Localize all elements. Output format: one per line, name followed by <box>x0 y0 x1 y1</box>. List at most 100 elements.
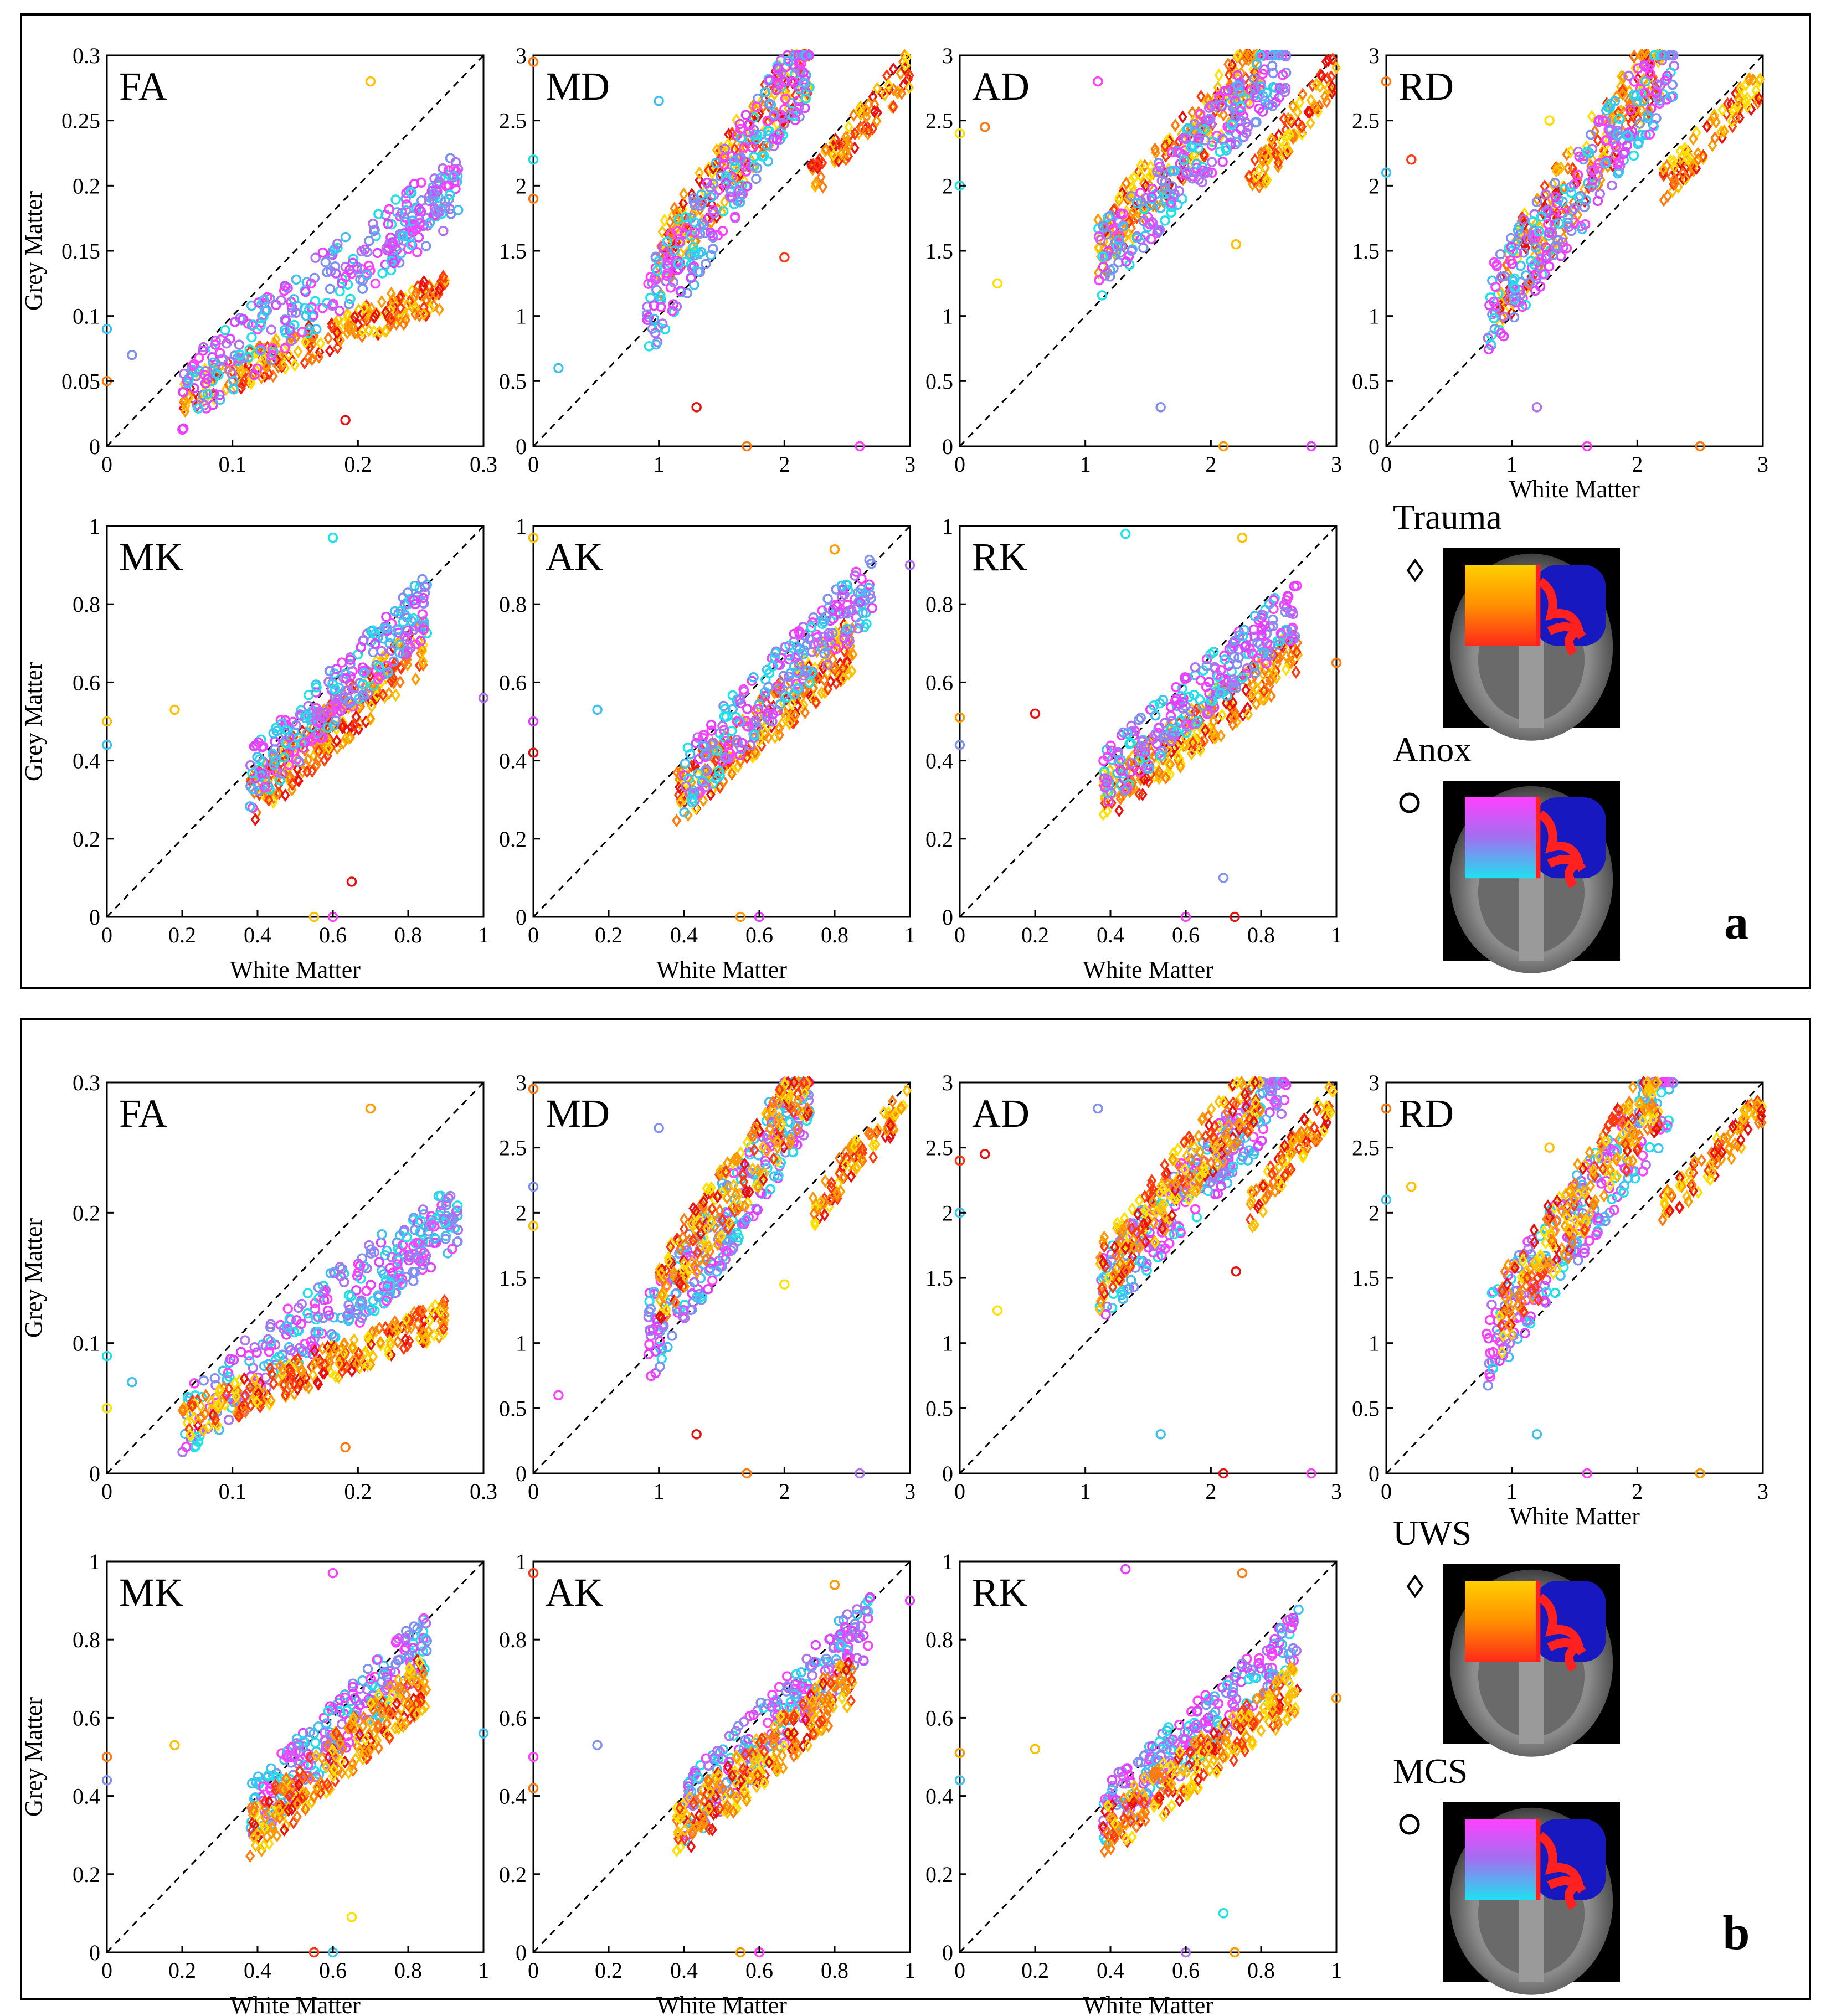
data-point-diamond <box>1315 80 1325 94</box>
data-point-diamond <box>349 310 359 324</box>
data-point-circle <box>747 142 758 153</box>
data-point-circle <box>1131 198 1143 208</box>
data-point-diamond <box>1224 68 1234 82</box>
data-point-diamond <box>400 309 410 323</box>
data-point-circle <box>429 188 439 198</box>
data-point-circle <box>317 247 328 258</box>
data-point-diamond <box>1742 91 1752 105</box>
data-point-circle <box>695 228 706 239</box>
x-tick-label: 0.8 <box>1247 922 1275 947</box>
outlier-point <box>1093 76 1103 87</box>
data-point-circle <box>444 194 454 205</box>
data-point-diamond <box>687 188 697 202</box>
data-point-circle <box>214 390 225 400</box>
data-point-circle <box>330 715 341 726</box>
y-tick-label: 0 <box>89 434 100 459</box>
data-point-circle <box>398 231 408 241</box>
data-point-circle <box>779 104 790 115</box>
data-point-circle <box>1260 95 1271 106</box>
data-point-diamond <box>775 728 785 742</box>
data-point-diamond <box>372 681 381 695</box>
data-point-diamond <box>675 769 685 782</box>
data-point-circle <box>1489 257 1500 268</box>
data-point-diamond <box>685 223 695 236</box>
data-point-circle <box>662 255 673 266</box>
data-point-circle <box>397 207 408 218</box>
data-point-circle <box>752 163 763 173</box>
data-point-circle <box>207 352 218 363</box>
data-point-circle <box>306 736 316 747</box>
panel-b-frame <box>20 1018 1811 2000</box>
data-point-diamond <box>683 808 693 822</box>
data-point-diamond <box>678 220 688 234</box>
data-point-diamond <box>274 786 284 800</box>
data-point-diamond <box>184 391 194 405</box>
x-tick-label: 0.4 <box>1097 922 1124 947</box>
data-point-circle <box>444 189 455 200</box>
data-point-circle <box>688 242 699 252</box>
outlier-point <box>1218 441 1229 452</box>
data-point-diamond <box>781 692 791 706</box>
data-point-circle <box>1232 70 1243 81</box>
data-point-circle <box>804 50 815 61</box>
data-point-diamond <box>180 393 189 407</box>
plot-1-md: MD0 1 2 300.511.522.53 <box>499 1070 915 1504</box>
data-point-diamond <box>385 318 395 332</box>
panel-a-frame <box>20 13 1811 989</box>
data-point-diamond <box>1280 137 1290 151</box>
outlier-point <box>1695 441 1705 452</box>
data-point-circle <box>238 313 248 324</box>
data-point-circle <box>1625 104 1635 115</box>
data-point-circle <box>1565 182 1576 193</box>
data-point-diamond <box>1702 120 1712 133</box>
data-point-diamond <box>1249 65 1259 79</box>
data-point-circle <box>649 313 660 324</box>
data-point-circle <box>682 288 693 298</box>
data-point-circle <box>1535 281 1546 292</box>
data-point-diamond <box>1223 58 1233 71</box>
data-point-circle <box>178 423 189 434</box>
data-point-circle <box>1563 213 1573 224</box>
data-point-circle <box>1220 143 1231 153</box>
data-point-diamond <box>1256 146 1266 160</box>
outlier-point <box>954 128 965 139</box>
data-point-diamond <box>280 788 290 802</box>
data-point-circle <box>693 266 703 277</box>
data-point-diamond <box>290 358 300 372</box>
data-point-circle <box>759 151 769 162</box>
data-point-circle <box>426 185 438 197</box>
data-point-diamond <box>904 81 914 95</box>
data-point-circle <box>1206 100 1216 111</box>
data-point-diamond <box>391 688 401 702</box>
data-point-diamond <box>817 685 826 700</box>
data-point-diamond <box>712 210 722 224</box>
data-point-diamond <box>790 709 800 723</box>
data-point-diamond <box>1303 105 1313 119</box>
data-point-diamond <box>1719 125 1729 138</box>
data-point-circle <box>400 610 410 620</box>
data-point-circle <box>1485 339 1496 350</box>
x-tick-label: 0.8 <box>821 922 848 947</box>
data-point-circle <box>369 224 380 235</box>
outlier-point <box>169 704 180 715</box>
data-point-circle <box>1183 123 1194 133</box>
data-point-diamond <box>325 344 335 358</box>
data-point-circle <box>1554 218 1565 229</box>
data-point-circle <box>1251 117 1262 127</box>
data-point-diamond <box>334 326 344 339</box>
data-point-diamond <box>367 699 377 713</box>
data-point-circle <box>1639 87 1650 98</box>
x-tick-label: 2 <box>1205 452 1216 477</box>
data-point-circle <box>356 246 367 257</box>
y-axis-label: Grey Matter <box>20 662 47 782</box>
data-point-diamond <box>369 310 379 324</box>
y-tick-label: 0.1 <box>73 304 100 329</box>
y-tick-label: 0 <box>516 434 527 459</box>
x-tick-label: 0 <box>101 1479 112 1504</box>
data-point-circle <box>358 689 368 700</box>
data-point-circle <box>1234 87 1245 98</box>
data-point-circle <box>1235 83 1246 93</box>
data-point-diamond <box>395 301 405 315</box>
data-point-circle <box>1658 50 1669 61</box>
